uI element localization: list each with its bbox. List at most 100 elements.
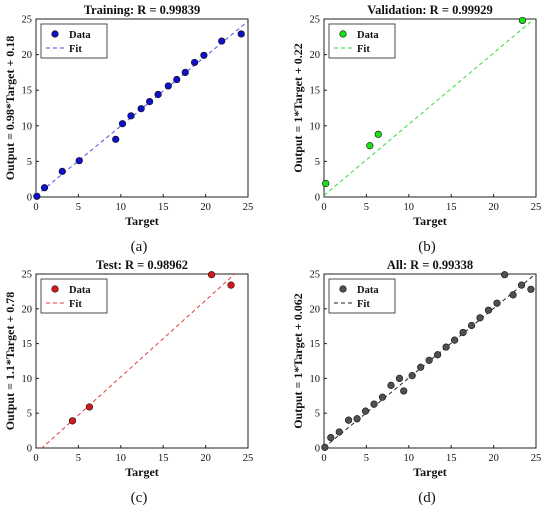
data-point — [322, 179, 330, 188]
x-tick-label: 25 — [531, 202, 542, 213]
x-tick-label: 5 — [364, 453, 369, 464]
data-point — [207, 271, 216, 279]
data-point — [370, 400, 378, 408]
data-point — [518, 16, 527, 25]
y-axis-label: Output = 1*Target + 0.22 — [291, 43, 305, 173]
data-point — [400, 387, 408, 395]
y-tick-label: 5 — [27, 157, 32, 168]
y-tick-label: 25 — [22, 270, 33, 281]
data-point — [58, 167, 66, 175]
panel-c: Test: R = 0.98962 Target Output = 1.1*Ta… — [3, 258, 253, 506]
x-tick-label: 25 — [243, 202, 254, 213]
data-point — [450, 336, 459, 344]
panel-caption: (d) — [418, 490, 436, 506]
x-tick-label: 20 — [200, 202, 211, 213]
data-point — [68, 417, 77, 425]
data-point — [190, 58, 199, 67]
x-tick-label: 20 — [488, 453, 499, 464]
data-point — [154, 90, 162, 99]
legend-fit-label: Fit — [357, 299, 370, 310]
data-point — [484, 306, 493, 314]
panel-caption: (b) — [418, 239, 436, 255]
plot-area — [323, 18, 537, 198]
legend-box — [328, 278, 396, 314]
x-tick-label: 5 — [76, 202, 81, 213]
data-point — [344, 416, 353, 424]
legend-data-marker — [339, 285, 347, 293]
data-point — [374, 130, 382, 138]
y-axis-label: Output = 1.1*Target + 0.78 — [3, 292, 17, 431]
y-tick-label: 5 — [315, 157, 320, 168]
legend-data-marker — [339, 30, 347, 38]
x-axis-label: Target — [413, 465, 447, 479]
data-point — [335, 428, 343, 436]
data-point — [127, 112, 135, 120]
data-point — [517, 281, 526, 289]
y-tick-label: 0 — [27, 444, 32, 455]
x-tick-label: 5 — [364, 202, 369, 213]
data-point — [85, 403, 94, 411]
data-point — [146, 97, 154, 106]
data-point — [459, 328, 467, 337]
x-tick-label: 25 — [243, 453, 254, 464]
x-axis-label: Target — [125, 465, 159, 479]
x-tick-label: 20 — [200, 453, 211, 464]
data-point — [237, 30, 245, 38]
x-tick-label: 10 — [116, 202, 127, 213]
legend-box — [40, 278, 108, 314]
y-tick-label: 0 — [315, 444, 320, 455]
x-tick-label: 10 — [404, 453, 415, 464]
y-tick-label: 0 — [315, 193, 320, 204]
data-point — [395, 374, 404, 383]
data-point — [366, 142, 374, 150]
panel-title: Training: R = 0.99839 — [84, 3, 201, 17]
data-point — [417, 363, 425, 371]
data-point — [112, 135, 120, 143]
panel-d: All: R = 0.99338 Target Output = 1*Targe… — [291, 258, 541, 506]
data-point — [501, 271, 509, 279]
data-point — [361, 407, 370, 415]
x-tick-label: 0 — [33, 453, 38, 464]
data-point — [408, 372, 416, 380]
legend-data-label: Data — [69, 285, 91, 296]
data-point — [434, 351, 442, 359]
y-axis-label: Output = 0.98*Target + 0.18 — [3, 36, 17, 181]
x-tick-label: 10 — [404, 202, 415, 213]
y-tick-label: 20 — [310, 50, 321, 61]
y-tick-label: 20 — [310, 304, 321, 315]
data-point — [387, 381, 395, 389]
fit-line — [36, 20, 248, 197]
y-tick-label: 15 — [310, 339, 321, 350]
data-point — [137, 105, 145, 113]
y-tick-label: 15 — [310, 86, 321, 97]
y-tick-label: 0 — [27, 193, 32, 204]
y-tick-label: 5 — [315, 409, 320, 420]
y-tick-label: 25 — [310, 15, 321, 26]
x-tick-label: 15 — [446, 202, 457, 213]
y-tick-label: 5 — [27, 409, 32, 420]
x-tick-label: 0 — [321, 202, 326, 213]
x-axis-label: Target — [413, 214, 447, 228]
panel-title: Test: R = 0.98962 — [96, 258, 188, 272]
y-tick-label: 25 — [22, 15, 33, 26]
data-point — [118, 120, 127, 128]
data-point — [509, 291, 517, 299]
data-point — [321, 443, 329, 451]
data-point — [353, 415, 361, 423]
x-tick-label: 15 — [158, 453, 169, 464]
y-tick-label: 10 — [22, 121, 33, 132]
x-axis-label: Target — [125, 214, 159, 228]
y-tick-label: 10 — [22, 374, 33, 385]
panel-caption: (a) — [131, 239, 148, 255]
data-point — [467, 321, 476, 330]
y-tick-label: 25 — [310, 270, 321, 281]
legend-data-label: Data — [357, 30, 379, 41]
data-point — [164, 82, 172, 90]
data-point — [327, 433, 335, 442]
data-point — [476, 314, 484, 322]
panel-b: Validation: R = 0.99929 Target Output = … — [291, 3, 541, 255]
x-tick-label: 0 — [33, 202, 38, 213]
legend-data-label: Data — [357, 285, 379, 296]
legend-data-marker — [51, 30, 59, 38]
x-tick-label: 20 — [488, 202, 499, 213]
